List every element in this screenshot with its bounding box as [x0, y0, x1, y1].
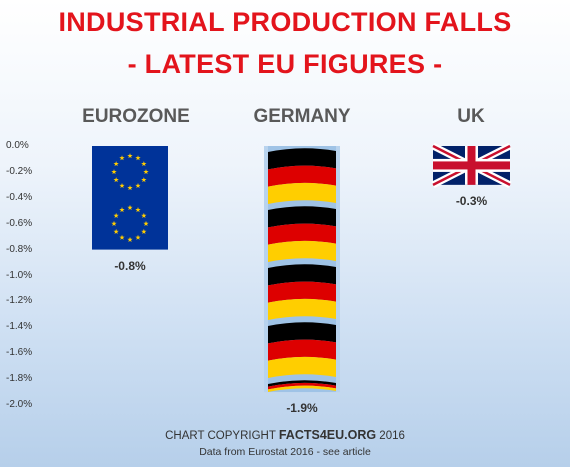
- category-label-eurozone: EUROZONE: [82, 106, 190, 127]
- y-tick-label: -0.2%: [6, 165, 33, 177]
- bar-uk: [431, 142, 512, 188]
- source-note: Data from Eurostat 2016 - see article: [199, 446, 371, 458]
- y-tick-label: -0.4%: [6, 191, 33, 203]
- copyright-site: FACTS4EU.ORG: [278, 428, 377, 442]
- y-tick-label: -1.2%: [6, 295, 33, 307]
- chart-title-line2: - LATEST EU FIGURES -: [127, 49, 443, 79]
- bar-germany: [264, 146, 340, 393]
- category-label-germany: GERMANY: [253, 106, 351, 127]
- value-label-germany: -1.9%: [286, 401, 318, 416]
- y-tick-label: -0.6%: [6, 217, 33, 229]
- y-tick-label: -0.8%: [6, 243, 33, 255]
- copyright-prefix: CHART COPYRIGHT: [165, 430, 279, 442]
- y-tick-label: -1.8%: [6, 373, 33, 385]
- y-tick-label: 0.0%: [6, 140, 29, 151]
- value-label-eurozone: -0.8%: [114, 258, 146, 273]
- y-tick-label: -1.4%: [6, 321, 33, 333]
- chart-title-line1: INDUSTRIAL PRODUCTION FALLS: [58, 7, 512, 37]
- y-tick-label: -1.6%: [6, 347, 33, 359]
- copyright-year: 2016: [376, 430, 405, 442]
- category-label-uk: UK: [457, 106, 485, 127]
- y-tick-label: -1.0%: [6, 269, 33, 281]
- copyright-line: CHART COPYRIGHT FACTS4EU.ORG 2016: [0, 428, 570, 442]
- bar-eurozone: [92, 146, 168, 250]
- value-label-uk: -0.3%: [455, 193, 488, 208]
- y-tick-label: -2.0%: [6, 399, 33, 410]
